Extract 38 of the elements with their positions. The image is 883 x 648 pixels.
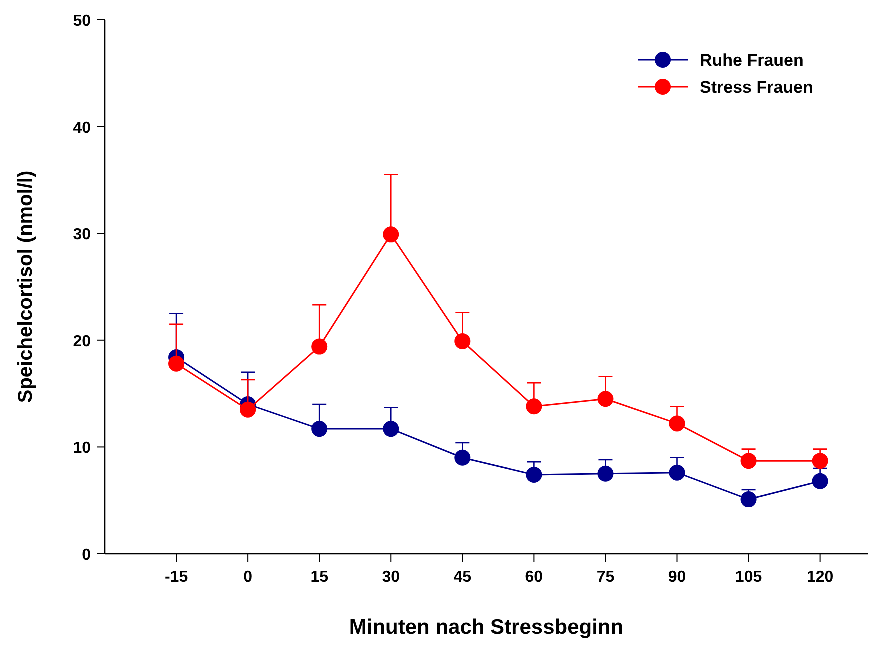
point: [454, 333, 471, 350]
x-tick-label: 15: [310, 569, 329, 586]
point: [812, 453, 828, 470]
point: [526, 398, 542, 415]
x-tick-label: 30: [382, 569, 400, 586]
x-axis-title: Minuten nach Stressbeginn: [349, 616, 624, 639]
point: [740, 453, 757, 470]
y-tick-label: 40: [73, 120, 92, 137]
point: [812, 473, 828, 490]
x-tick-label: 0: [244, 569, 253, 586]
point: [740, 492, 757, 508]
x-tick-label: 105: [735, 569, 762, 586]
point: [168, 356, 185, 372]
x-tick-label: 90: [668, 569, 686, 586]
legend-label: Stress Frauen: [700, 78, 814, 97]
y-tick-label: 50: [73, 13, 92, 30]
point: [312, 338, 328, 355]
point: [383, 421, 400, 438]
x-tick-label: 45: [454, 569, 472, 586]
point: [598, 466, 614, 482]
point: [526, 466, 542, 483]
point: [312, 421, 328, 438]
point: [240, 402, 256, 418]
y-tick-label: 0: [82, 547, 92, 564]
x-tick-label: 120: [806, 569, 834, 586]
x-tick-label: -15: [164, 569, 188, 586]
point: [669, 464, 686, 481]
x-tick-label: 75: [596, 569, 615, 586]
point: [669, 416, 686, 432]
point: [454, 450, 471, 466]
point: [383, 226, 400, 243]
legend-label: Ruhe Frauen: [700, 51, 804, 70]
y-tick-label: 30: [73, 226, 92, 244]
y-tick-label: 10: [73, 440, 92, 458]
x-tick-label: 60: [525, 569, 544, 586]
y-tick-label: 20: [73, 333, 92, 350]
y-axis-title: Speichelcortisol (nmol/l): [15, 170, 37, 404]
point: [598, 391, 614, 408]
